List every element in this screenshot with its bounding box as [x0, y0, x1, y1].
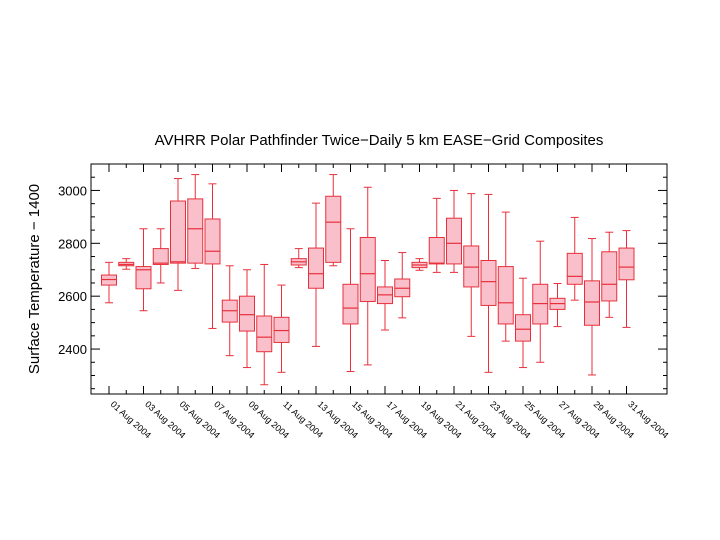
iqr-box: [515, 314, 531, 342]
iqr-box: [428, 236, 445, 265]
plot-frame: [90, 163, 668, 395]
box-day-16: [359, 186, 376, 366]
y-tick-label: 2400: [58, 342, 87, 357]
box-day-11: [273, 284, 290, 373]
iqr-box: [446, 217, 462, 265]
box-day-30: [601, 231, 618, 318]
iqr-box: [480, 259, 497, 306]
box-day-31: [618, 230, 635, 328]
y-axis: 2400 2600 2800 3000: [58, 163, 667, 390]
box-day-23: [480, 193, 497, 373]
box-day-3: [135, 228, 152, 312]
box-day-26: [532, 240, 549, 363]
box-day-1: [101, 261, 117, 304]
y-axis-label: Surface Temperature − 1400: [26, 184, 43, 374]
box-day-12: [290, 248, 307, 269]
box-day-14: [325, 174, 342, 267]
iqr-box: [308, 247, 324, 289]
y-tick-label: 2600: [58, 289, 87, 304]
box-day-20: [428, 197, 445, 273]
iqr-box: [497, 266, 514, 325]
iqr-box: [342, 283, 359, 325]
box-day-17: [377, 259, 393, 331]
box-day-9: [239, 269, 255, 369]
iqr-box: [204, 218, 221, 265]
box-day-25: [515, 277, 531, 369]
iqr-box: [170, 200, 186, 264]
box-day-24: [497, 211, 514, 342]
box-day-27: [549, 282, 566, 328]
box-day-28: [566, 216, 583, 301]
iqr-box: [152, 248, 169, 265]
iqr-box: [187, 198, 204, 264]
box-day-5: [170, 178, 186, 291]
iqr-box: [325, 195, 342, 263]
iqr-box: [584, 280, 600, 326]
box-day-8: [221, 265, 238, 357]
box-day-21: [446, 189, 462, 273]
iqr-box: [618, 247, 635, 281]
iqr-box: [463, 245, 480, 288]
iqr-box: [256, 315, 273, 353]
box-day-19: [411, 258, 428, 271]
y-tick-label: 2800: [58, 236, 87, 251]
iqr-box: [601, 251, 618, 302]
box-day-2: [118, 258, 135, 270]
box-day-13: [308, 202, 324, 347]
iqr-box: [566, 252, 583, 285]
box-day-6: [187, 174, 204, 269]
boxes-layer: [101, 174, 635, 386]
y-tick-label: 3000: [58, 183, 87, 198]
iqr-box: [239, 295, 255, 332]
box-day-15: [342, 228, 359, 373]
box-day-10: [256, 263, 273, 386]
chart-title: AVHRR Polar Pathfinder Twice−Daily 5 km …: [155, 132, 604, 149]
box-day-4: [152, 228, 169, 284]
box-day-18: [394, 252, 411, 319]
iqr-box: [273, 316, 290, 343]
iqr-box: [359, 236, 376, 302]
box-day-22: [463, 193, 480, 337]
box-day-7: [204, 183, 221, 329]
box-day-29: [584, 238, 600, 376]
iqr-box: [135, 266, 152, 290]
